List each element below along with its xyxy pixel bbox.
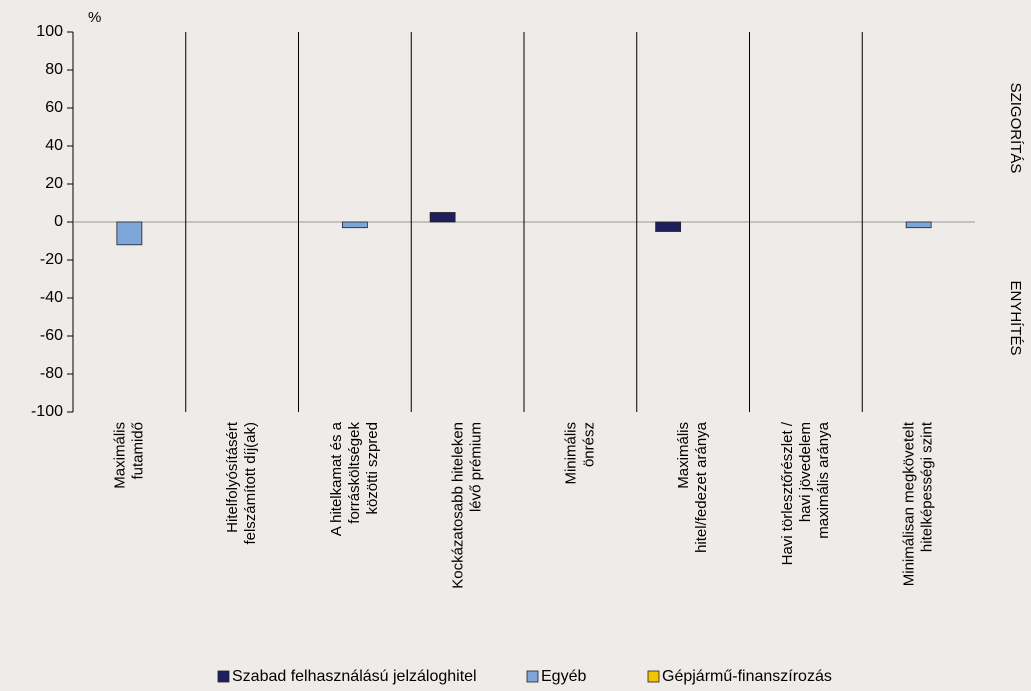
y-tick-label: -100 bbox=[31, 403, 63, 420]
bar bbox=[429, 212, 456, 223]
x-tick-label-line: önrész bbox=[580, 422, 597, 467]
x-tick-label-line: hitelképességi szint bbox=[919, 421, 936, 552]
legend-swatch bbox=[526, 670, 539, 683]
x-tick-label-line: hitel/fedezet aránya bbox=[693, 421, 710, 553]
legend-label: Egyéb bbox=[541, 668, 586, 685]
x-tick-label-line: Havi törlesztőrészlet / bbox=[779, 421, 796, 565]
x-tick-label-line: Minimálisan megkövetelt bbox=[901, 421, 918, 586]
bar bbox=[341, 221, 368, 229]
x-tick-label: Minimálisönrész bbox=[562, 422, 597, 485]
x-tick-label-line: forrásköltségek bbox=[346, 422, 363, 524]
legend-swatch bbox=[647, 670, 660, 683]
legend-swatch bbox=[217, 670, 230, 683]
x-tick-label-line: Kockázatosabb hiteleken bbox=[450, 422, 467, 589]
x-tick-label: A hitelkamat és aforrásköltségekközötti … bbox=[328, 421, 381, 536]
bar bbox=[655, 221, 682, 232]
y-tick-label: 60 bbox=[45, 99, 63, 116]
x-tick-label: Havi törlesztőrészlet /havi jövedelemmax… bbox=[779, 421, 832, 565]
x-tick-label: Maximálisfutamidő bbox=[111, 422, 146, 489]
y-unit-label: % bbox=[88, 9, 101, 26]
y-tick-label: -60 bbox=[40, 327, 63, 344]
x-tick-label: Hitelfolyósításértfelszámított díj(ak) bbox=[224, 421, 259, 544]
y-tick-label: 80 bbox=[45, 61, 63, 78]
right-label: ENYHÍTÉS bbox=[1007, 280, 1024, 355]
x-tick-label: Kockázatosabb hitelekenlévő prémium bbox=[450, 422, 485, 589]
y-tick-label: 100 bbox=[36, 23, 63, 40]
x-tick-label-line: maximális aránya bbox=[815, 421, 832, 538]
x-tick-label-line: Maximális bbox=[111, 422, 128, 489]
y-tick-label: 0 bbox=[54, 213, 63, 230]
bar bbox=[905, 221, 932, 229]
x-tick-label-line: A hitelkamat és a bbox=[328, 421, 345, 536]
right-label: SZIGORÍTÁS bbox=[1007, 83, 1024, 174]
x-tick-label-line: felszámított díj(ak) bbox=[242, 422, 259, 545]
x-tick-label-line: közötti szpred bbox=[364, 422, 381, 515]
y-tick-label: -80 bbox=[40, 365, 63, 382]
legend-label: Szabad felhasználású jelzáloghitel bbox=[232, 668, 477, 685]
y-tick-label: 20 bbox=[45, 175, 63, 192]
x-tick-label-line: futamidő bbox=[129, 422, 146, 480]
bar bbox=[116, 221, 143, 246]
x-tick-label: Minimálisan megkövetelthitelképességi sz… bbox=[901, 421, 936, 586]
y-tick-label: -40 bbox=[40, 289, 63, 306]
y-tick-label: -20 bbox=[40, 251, 63, 268]
x-tick-label-line: Minimális bbox=[562, 422, 579, 485]
x-tick-label-line: lévő prémium bbox=[468, 422, 485, 512]
x-tick-label: Maximálishitel/fedezet aránya bbox=[675, 421, 710, 553]
x-tick-label-line: Maximális bbox=[675, 422, 692, 489]
y-tick-label: 40 bbox=[45, 137, 63, 154]
x-tick-label-line: Hitelfolyósításért bbox=[224, 421, 241, 533]
x-tick-label-line: havi jövedelem bbox=[797, 422, 814, 522]
legend-label: Gépjármű-finanszírozás bbox=[662, 668, 832, 685]
